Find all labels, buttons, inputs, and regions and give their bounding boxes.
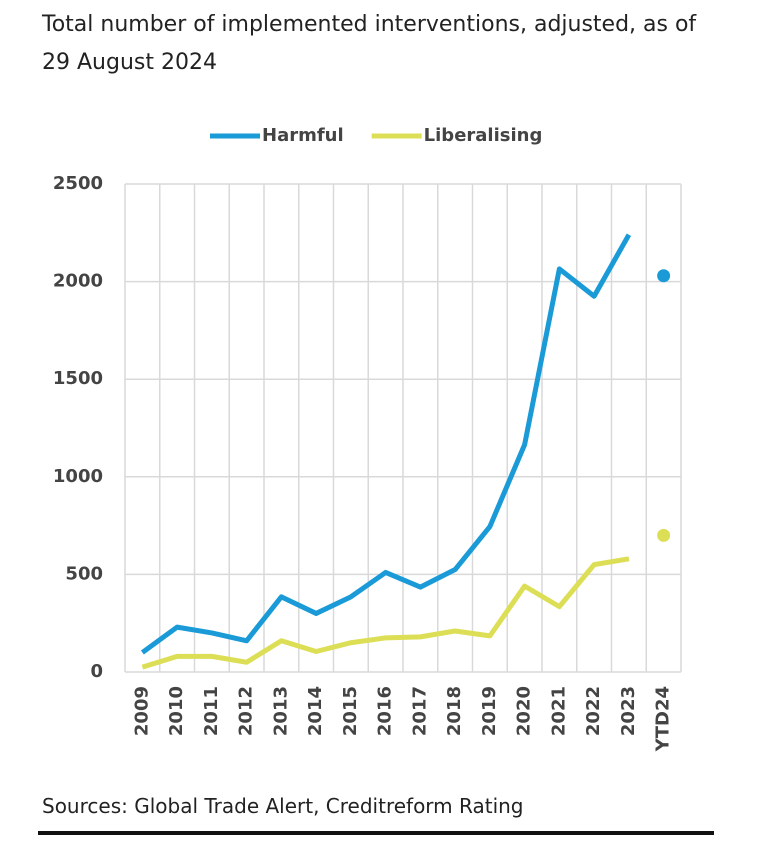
x-tick-label: 2021	[548, 686, 569, 736]
x-tick-label: 2009	[131, 686, 152, 736]
x-tick-label: 2015	[340, 686, 361, 736]
x-tick-label: 2011	[201, 686, 222, 736]
x-tick-label: 2019	[479, 686, 500, 736]
series-line	[141, 556, 630, 670]
ytd-dot	[657, 269, 671, 283]
x-tick-label: 2022	[583, 686, 604, 736]
x-tick-label: 2017	[409, 686, 430, 736]
legend-label: Harmful	[262, 125, 344, 146]
source-note: Sources: Global Trade Alert, Creditrefor…	[42, 794, 524, 818]
chart-title: Total number of implemented intervention…	[42, 12, 697, 75]
x-tick-label: 2010	[166, 686, 187, 736]
x-tick-label: 2016	[375, 686, 396, 736]
y-tick-label: 0	[90, 661, 103, 682]
y-tick-label: 1500	[53, 368, 103, 389]
y-tick-label: 500	[65, 563, 103, 584]
x-tick-label: 2012	[236, 686, 257, 736]
series-line	[140, 233, 632, 655]
legend-label: Liberalising	[424, 125, 543, 146]
x-tick-label: 2023	[618, 686, 639, 736]
y-tick-label: 1000	[53, 466, 103, 487]
x-tick-label: 2013	[270, 686, 291, 736]
x-tick-label: 2014	[305, 686, 326, 736]
x-tick-label: YTD24	[653, 686, 674, 752]
y-tick-label: 2500	[53, 173, 103, 194]
chart: 0 500 1000 1500 2000 2500 2009 2010 2011 2012 2013…	[53, 125, 682, 752]
ytd-dot	[657, 528, 671, 542]
x-tick-label: 2020	[514, 686, 535, 736]
y-tick-label: 2000	[53, 271, 103, 292]
x-tick-label: 2018	[444, 686, 465, 736]
bottom-rule	[38, 831, 714, 835]
